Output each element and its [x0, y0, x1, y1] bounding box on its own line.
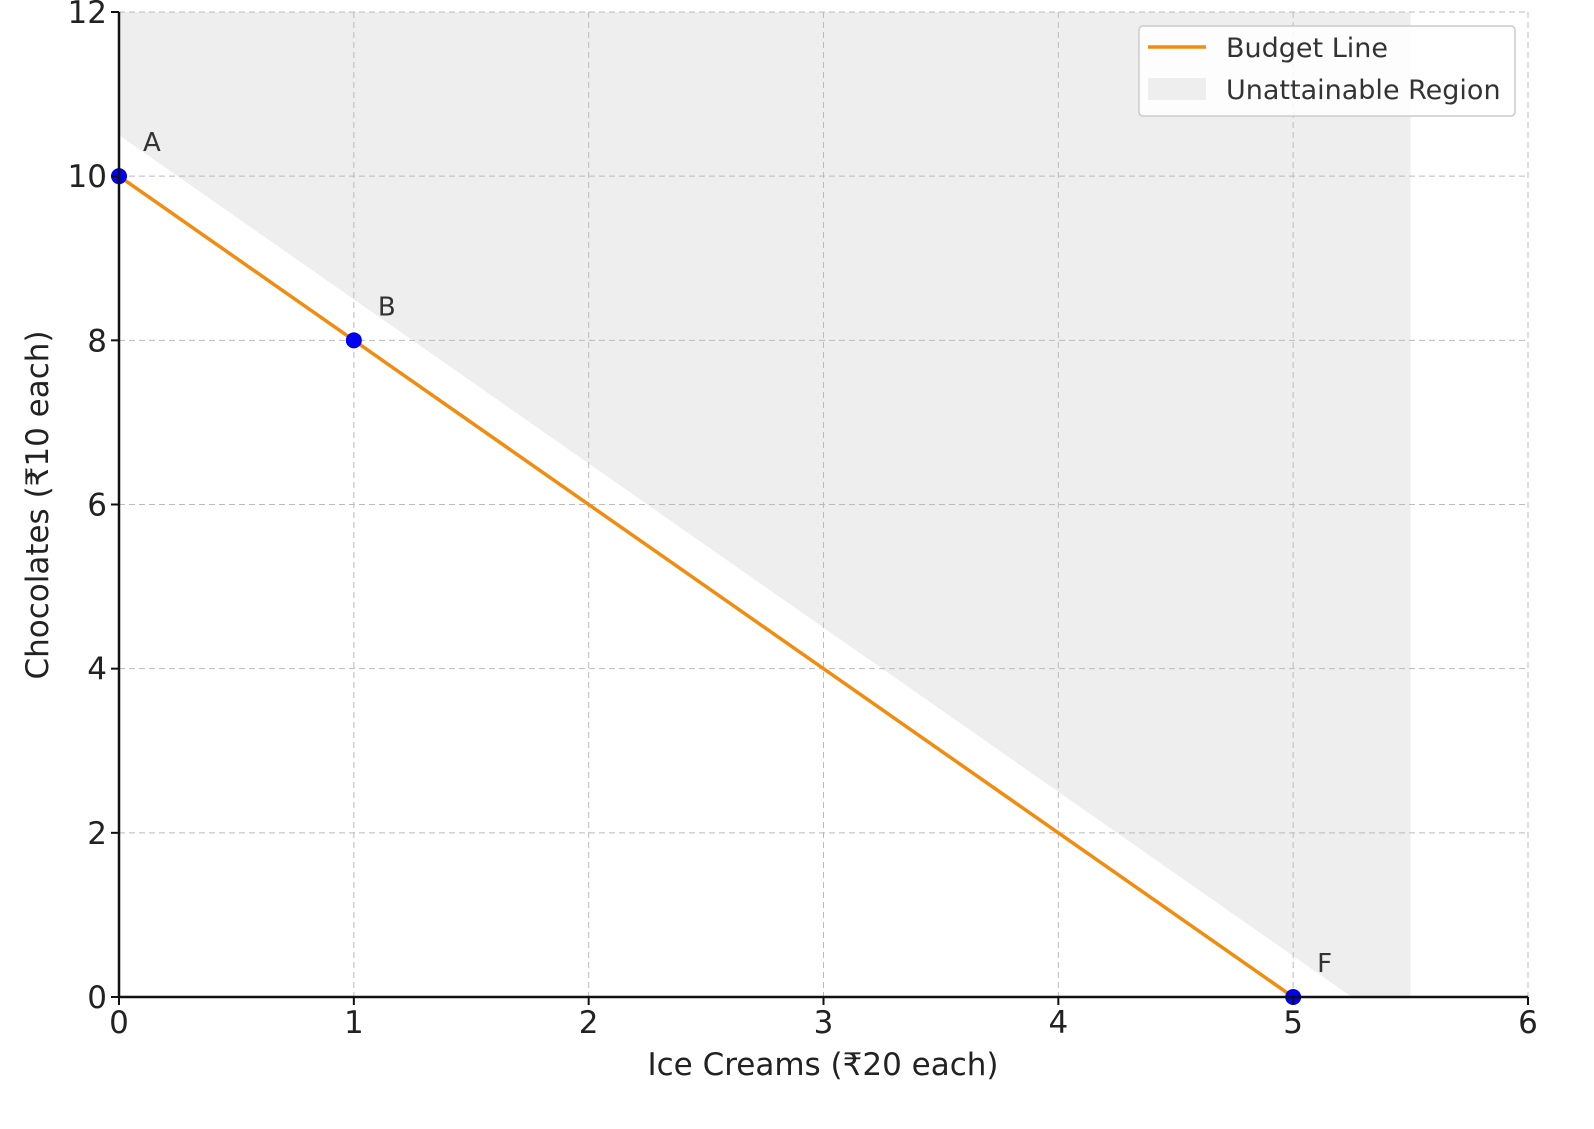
y-tick-label: 8	[87, 323, 107, 359]
y-tick-label: 4	[87, 652, 107, 688]
x-tick-label: 2	[579, 1005, 599, 1041]
x-tick-label: 5	[1283, 1005, 1303, 1041]
x-tick-label: 1	[344, 1005, 364, 1041]
y-tick-label: 2	[87, 816, 107, 852]
point-label-b: B	[378, 292, 396, 322]
y-tick-label: 0	[87, 980, 107, 1016]
x-axis-label: Ice Creams (₹20 each)	[647, 1047, 998, 1083]
legend-region-swatch	[1148, 78, 1206, 100]
x-tick-label: 4	[1048, 1005, 1068, 1041]
legend-box	[1138, 25, 1516, 117]
x-tick-label: 6	[1518, 1005, 1538, 1041]
y-axis-label: Chocolates (₹10 each)	[20, 330, 56, 679]
x-tick-label: 3	[814, 1005, 834, 1041]
y-tick-label: 12	[68, 0, 107, 31]
point-label-a: A	[143, 128, 161, 158]
y-tick-label: 10	[68, 159, 107, 195]
legend-budget-line-label: Budget Line	[1226, 33, 1388, 64]
point-b	[345, 332, 362, 349]
budget-line	[117, 174, 1295, 999]
legend-region-label: Unattainable Region	[1226, 75, 1501, 106]
y-tick-label: 6	[87, 488, 107, 524]
point-label-f: F	[1317, 949, 1332, 979]
x-tick-label: 0	[109, 1005, 129, 1041]
legend: Budget Line Unattainable Region	[1138, 25, 1516, 117]
